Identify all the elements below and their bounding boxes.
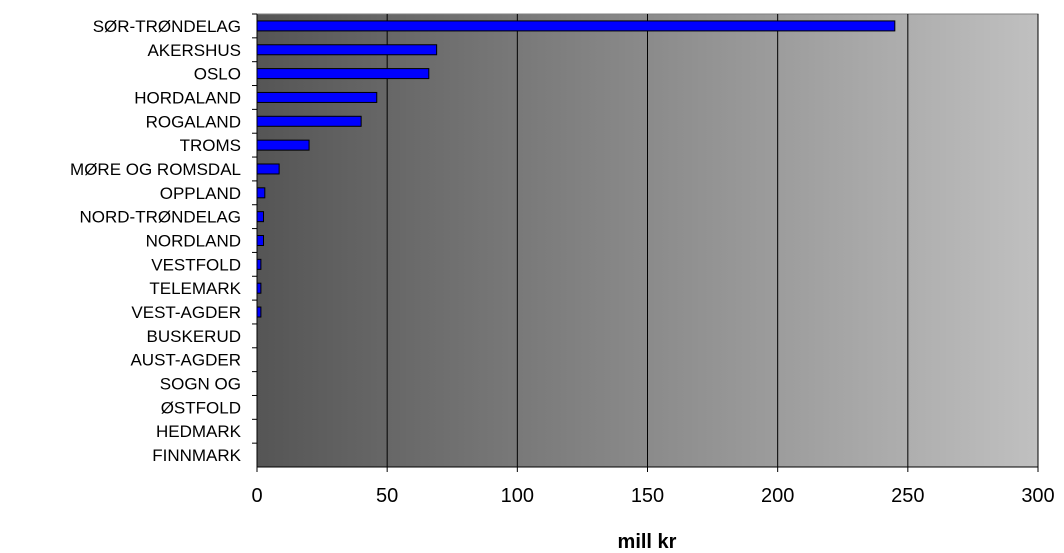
category-label: VEST-AGDER [131,303,241,322]
bar [256,91,378,103]
category-label: FINNMARK [152,446,241,465]
gridlines [386,14,1039,467]
category-label: OSLO [194,65,241,84]
category-label: MØRE OG ROMSDAL [70,160,241,179]
category-label: SOGN OG [160,375,241,394]
category-label: HORDALAND [134,88,241,107]
category-label: HEDMARK [156,422,242,441]
category-label: ØSTFOLD [161,398,241,417]
category-label: OPPLAND [160,184,241,203]
bar [256,68,430,80]
category-label: AKERSHUS [147,41,241,60]
bar [256,115,362,127]
bar [256,211,265,223]
category-label: NORD-TRØNDELAG [79,208,241,227]
x-tick-label: 300 [1021,485,1054,507]
category-label: ROGALAND [146,112,241,131]
bar [256,258,262,270]
bar [256,235,265,246]
category-label: SØR-TRØNDELAG [93,17,241,36]
category-label: AUST-AGDER [130,351,241,370]
x-tick-labels: 0 50 100 150 200 250 300 [251,467,1055,507]
x-tick-label: 50 [376,485,398,507]
category-label: TELEMARK [149,279,241,298]
category-label: BUSKERUD [147,327,241,346]
bar [256,306,262,318]
bar [256,187,266,199]
x-axis-title: mill kr [618,531,677,553]
bar [256,163,280,175]
category-label: VESTFOLD [151,255,241,274]
bar [256,20,896,32]
category-labels: SØR-TRØNDELAG AKERSHUS OSLO HORDALAND ROGALA… [70,13,257,465]
bar [256,139,310,151]
category-label: NORDLAND [146,232,241,251]
bar [256,282,262,294]
x-tick-label: 100 [501,485,534,507]
category-label: TROMS [180,136,241,155]
x-tick-label: 200 [761,485,794,507]
x-tick-label: 250 [891,485,924,507]
x-tick-label: 0 [251,485,262,507]
x-tick-label: 150 [631,485,664,507]
bar [256,44,438,56]
